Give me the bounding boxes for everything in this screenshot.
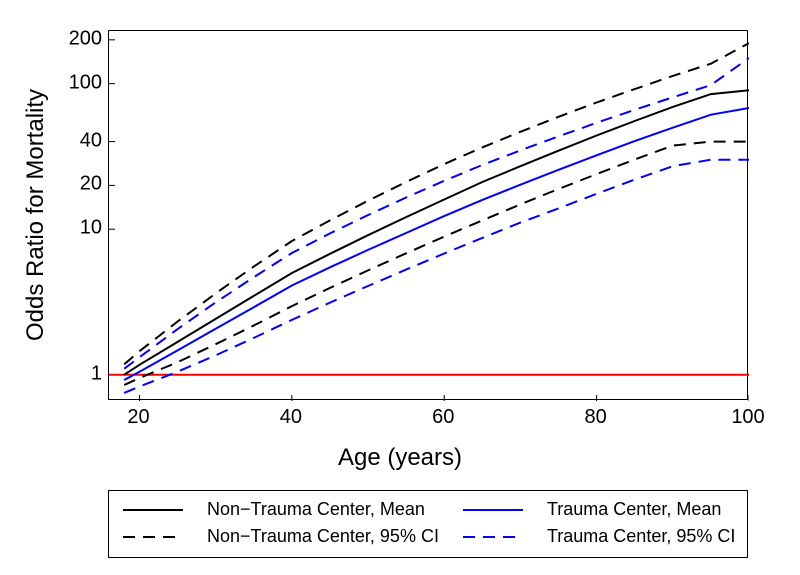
x-tick-label: 40 — [280, 406, 302, 429]
y-tick-label: 1 — [91, 362, 102, 385]
y-tick-label: 10 — [80, 217, 102, 240]
legend-swatch — [463, 527, 523, 547]
series-line-ntc_ci_lo — [124, 142, 749, 385]
y-tick-label: 100 — [69, 71, 102, 94]
x-tick-label: 60 — [432, 406, 454, 429]
legend-box: Non−Trauma Center, Mean Trauma Center, Me… — [108, 490, 748, 558]
legend-swatch — [123, 527, 183, 547]
legend-label: Trauma Center, 95% CI — [547, 526, 735, 547]
series-line-tc_ci_up — [124, 58, 749, 369]
legend-swatch — [123, 500, 183, 520]
x-axis-title: Age (years) — [0, 444, 800, 472]
legend-grid: Non−Trauma Center, Mean Trauma Center, Me… — [123, 499, 733, 547]
legend-label: Non−Trauma Center, 95% CI — [207, 526, 439, 547]
y-axis-title: Odds Ratio for Mortality — [22, 89, 50, 341]
y-tick-label: 200 — [69, 27, 102, 50]
legend-label: Non−Trauma Center, Mean — [207, 499, 439, 520]
legend-label: Trauma Center, Mean — [547, 499, 735, 520]
chart-container: Odds Ratio for Mortality Age (years) Non… — [0, 0, 800, 575]
series-line-tc_ci_lo — [124, 160, 749, 393]
x-tick-label: 20 — [127, 406, 149, 429]
series-line-tc_mean — [124, 108, 749, 380]
legend-swatch — [463, 500, 523, 520]
y-tick-label: 40 — [80, 129, 102, 152]
x-tick-label: 80 — [584, 406, 606, 429]
plot-area — [108, 30, 748, 400]
plot-svg — [109, 31, 749, 401]
y-tick-label: 20 — [80, 173, 102, 196]
x-tick-label: 100 — [731, 406, 764, 429]
